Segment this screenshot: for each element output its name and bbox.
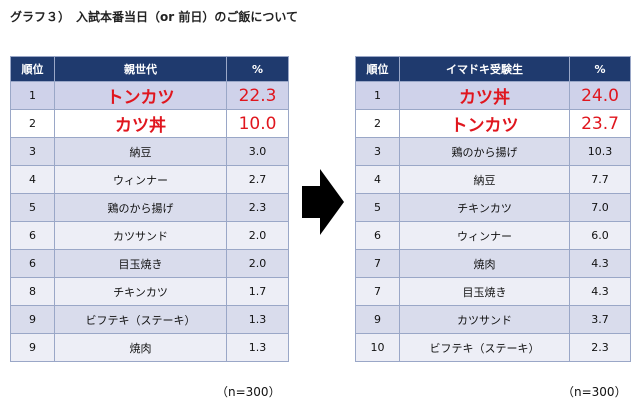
item-cell: 焼肉: [399, 249, 570, 278]
item-cell: ウィンナー: [54, 165, 227, 194]
item-cell: カツサンド: [399, 305, 570, 334]
table-row: 4 納豆 7.7: [355, 165, 631, 194]
item-cell: ウィンナー: [399, 221, 570, 250]
table-row: 7 焼肉 4.3: [355, 249, 631, 278]
table-header-row: 順位 イマドキ受験生 %: [355, 56, 631, 82]
percent-cell: 2.0: [226, 221, 289, 250]
table-row: 3 納豆 3.0: [10, 137, 289, 166]
percent-cell: 1.3: [226, 305, 289, 334]
table-row: 1 トンカツ 22.3: [10, 81, 289, 110]
rank-cell: 7: [355, 249, 400, 278]
table-row: 6 カツサンド 2.0: [10, 221, 289, 250]
rank-cell: 4: [10, 165, 55, 194]
table-row: 6 目玉焼き 2.0: [10, 249, 289, 278]
rank-cell: 3: [10, 137, 55, 166]
percent-cell: 6.0: [569, 221, 631, 250]
item-cell: ビフテキ（ステーキ）: [399, 333, 570, 362]
item-cell: 鶏のから揚げ: [54, 193, 227, 222]
percent-cell: 23.7: [569, 109, 631, 138]
rank-cell: 9: [10, 333, 55, 362]
rank-cell: 1: [355, 81, 400, 110]
rank-cell: 6: [10, 221, 55, 250]
item-cell: トンカツ: [54, 81, 227, 110]
rank-cell: 5: [355, 193, 400, 222]
rank-cell: 2: [355, 109, 400, 138]
table-row: 7 目玉焼き 4.3: [355, 277, 631, 306]
table-row: 5 鶏のから揚げ 2.3: [10, 193, 289, 222]
table-row: 9 ビフテキ（ステーキ） 1.3: [10, 305, 289, 334]
table-row: 9 カツサンド 3.7: [355, 305, 631, 334]
rank-cell: 8: [10, 277, 55, 306]
rank-cell: 7: [355, 277, 400, 306]
percent-cell: 3.7: [569, 305, 631, 334]
table-header-row: 順位 親世代 %: [10, 56, 289, 82]
item-cell: カツ丼: [399, 81, 570, 110]
rank-cell: 6: [10, 249, 55, 278]
percent-cell: 1.7: [226, 277, 289, 306]
percent-header: %: [226, 56, 289, 82]
percent-cell: 10.0: [226, 109, 289, 138]
item-cell: カツ丼: [54, 109, 227, 138]
table-row: 1 カツ丼 24.0: [355, 81, 631, 110]
percent-cell: 4.3: [569, 249, 631, 278]
rank-header: 順位: [10, 56, 55, 82]
percent-header: %: [569, 56, 631, 82]
rank-cell: 10: [355, 333, 400, 362]
table-row: 6 ウィンナー 6.0: [355, 221, 631, 250]
rank-cell: 9: [355, 305, 400, 334]
percent-cell: 24.0: [569, 81, 631, 110]
item-cell: 目玉焼き: [54, 249, 227, 278]
rank-cell: 2: [10, 109, 55, 138]
table-row: 5 チキンカツ 7.0: [355, 193, 631, 222]
rank-header: 順位: [355, 56, 400, 82]
item-cell: 鶏のから揚げ: [399, 137, 570, 166]
percent-cell: 2.3: [569, 333, 631, 362]
sample-size-note: （n=300）: [216, 385, 281, 399]
table-row: 3 鶏のから揚げ 10.3: [355, 137, 631, 166]
percent-cell: 1.3: [226, 333, 289, 362]
table-row: 8 チキンカツ 1.7: [10, 277, 289, 306]
rank-cell: 4: [355, 165, 400, 194]
item-cell: 焼肉: [54, 333, 227, 362]
percent-cell: 7.0: [569, 193, 631, 222]
rank-cell: 5: [10, 193, 55, 222]
percent-cell: 4.3: [569, 277, 631, 306]
item-cell: チキンカツ: [399, 193, 570, 222]
right-arrow-icon: [302, 169, 344, 235]
sample-size-note: （n=300）: [562, 385, 627, 399]
percent-cell: 2.3: [226, 193, 289, 222]
table-row: 2 カツ丼 10.0: [10, 109, 289, 138]
item-cell: トンカツ: [399, 109, 570, 138]
item-cell: 納豆: [54, 137, 227, 166]
table-row: 2 トンカツ 23.7: [355, 109, 631, 138]
rank-cell: 3: [355, 137, 400, 166]
percent-cell: 10.3: [569, 137, 631, 166]
percent-cell: 3.0: [226, 137, 289, 166]
item-header: 親世代: [54, 56, 227, 82]
item-cell: 目玉焼き: [399, 277, 570, 306]
percent-cell: 22.3: [226, 81, 289, 110]
item-header: イマドキ受験生: [399, 56, 570, 82]
item-cell: ビフテキ（ステーキ）: [54, 305, 227, 334]
rank-cell: 1: [10, 81, 55, 110]
table-row: 4 ウィンナー 2.7: [10, 165, 289, 194]
percent-cell: 2.7: [226, 165, 289, 194]
percent-cell: 7.7: [569, 165, 631, 194]
item-cell: チキンカツ: [54, 277, 227, 306]
item-cell: 納豆: [399, 165, 570, 194]
percent-cell: 2.0: [226, 249, 289, 278]
rank-cell: 9: [10, 305, 55, 334]
table-row: 10 ビフテキ（ステーキ） 2.3: [355, 333, 631, 362]
page-title: グラフ３） 入試本番当日（or 前日）のご飯について: [10, 10, 298, 24]
table-row: 9 焼肉 1.3: [10, 333, 289, 362]
item-cell: カツサンド: [54, 221, 227, 250]
rank-cell: 6: [355, 221, 400, 250]
parent-generation-table: 順位 親世代 % 1 トンカツ 22.3 2 カツ丼 10.0 3 納豆 3.0…: [10, 56, 289, 362]
current-students-table: 順位 イマドキ受験生 % 1 カツ丼 24.0 2 トンカツ 23.7 3 鶏の…: [355, 56, 631, 362]
